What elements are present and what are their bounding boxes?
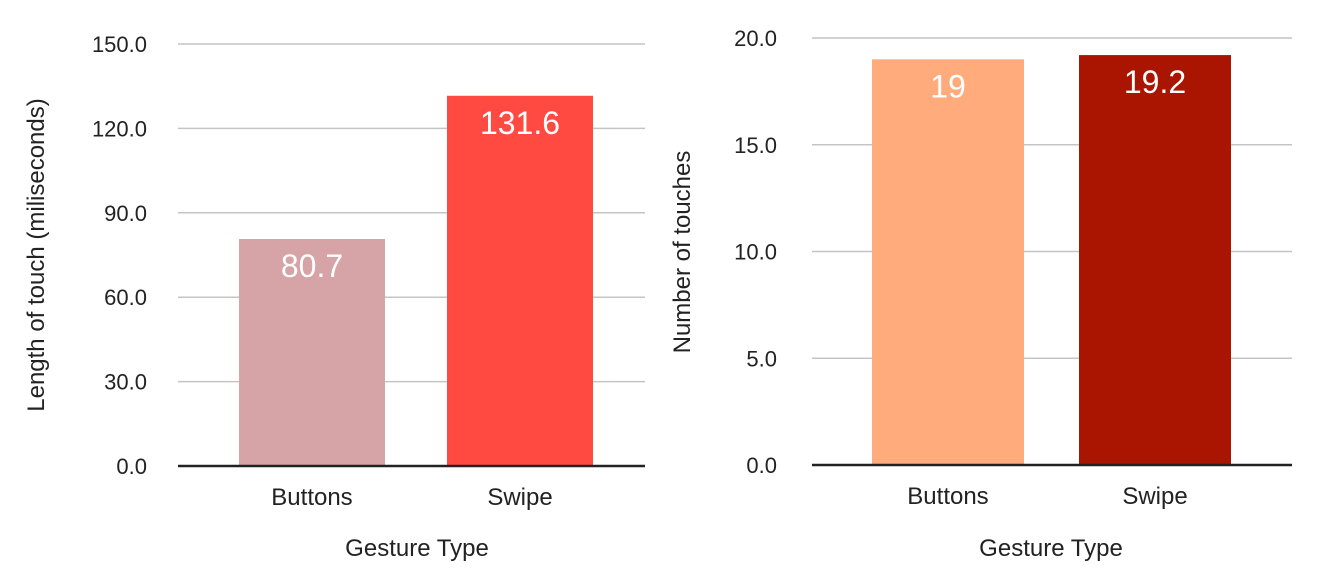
y-tick-label: 30.0 <box>104 370 147 395</box>
x-category-label: Buttons <box>271 484 352 511</box>
bar-swipe <box>1079 55 1231 465</box>
x-category-label: Swipe <box>487 484 552 511</box>
y-axis-title: Length of touch (miliseconds) <box>23 98 50 412</box>
bar-value-label: 19 <box>930 68 966 104</box>
y-tick-label: 150.0 <box>92 32 147 57</box>
bar-buttons <box>239 238 385 466</box>
x-category-label: Swipe <box>1122 483 1187 510</box>
chart-1: 0.0 30.0 60.0 90.0 120.0 150.0 80.7 Buttons 131.… <box>23 32 645 562</box>
bar-value-label: 80.7 <box>281 248 343 284</box>
y-tick-label: 120.0 <box>92 116 147 141</box>
y-tick-label: 90.0 <box>104 201 147 226</box>
x-axis-title: Gesture Type <box>979 535 1123 562</box>
x-category-label: Buttons <box>907 483 988 510</box>
y-tick-label: 15.0 <box>734 133 777 158</box>
y-tick-label: 60.0 <box>104 285 147 310</box>
y-axis-title: Number of touches <box>669 151 696 354</box>
y-tick-label: 0.0 <box>746 453 777 478</box>
bar-value-label: 131.6 <box>480 105 560 141</box>
y-tick-label: 0.0 <box>116 454 147 479</box>
x-axis-title: Gesture Type <box>345 535 489 562</box>
bar-swipe <box>447 95 593 467</box>
chart-2: 0.0 5.0 10.0 15.0 20.0 19 Buttons 19.2 Swipe Gest… <box>669 26 1292 562</box>
y-tick-label: 10.0 <box>734 240 777 265</box>
bar-value-label: 19.2 <box>1124 64 1186 100</box>
bar-buttons <box>872 59 1024 465</box>
y-tick-label: 20.0 <box>734 26 777 51</box>
y-tick-label: 5.0 <box>746 346 777 371</box>
